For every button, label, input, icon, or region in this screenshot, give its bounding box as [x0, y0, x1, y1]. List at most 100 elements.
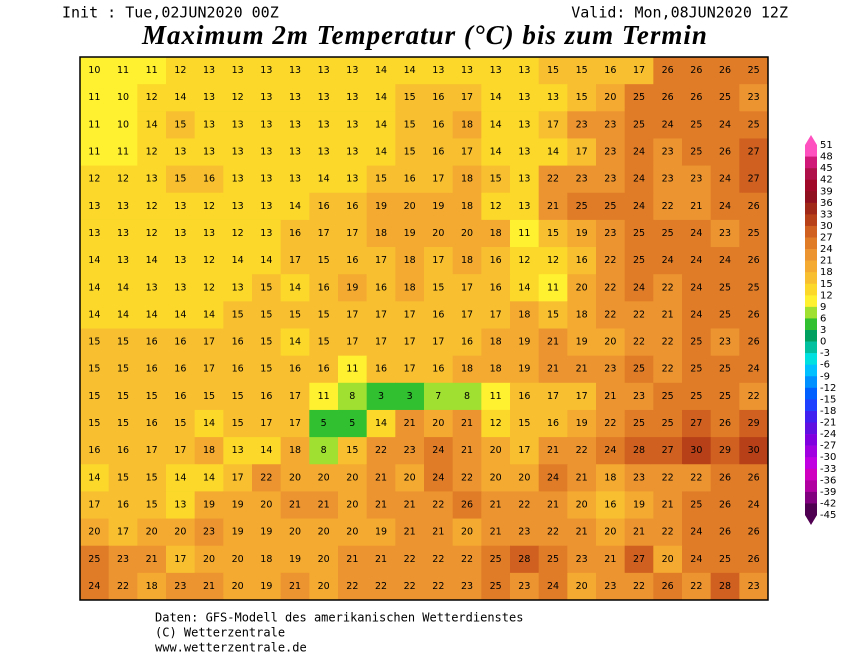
temperature-cell: [452, 219, 482, 248]
temperature-value: 17: [404, 337, 416, 348]
colorbar-segment: [805, 237, 817, 250]
temperature-cell: [624, 274, 654, 302]
temperature-value: 23: [604, 364, 616, 375]
colorbar-label: 18: [820, 267, 833, 278]
temperature-value: 19: [375, 527, 387, 538]
temperature-value: 21: [662, 499, 674, 510]
temperature-value: 12: [203, 282, 215, 293]
temperature-cell: [538, 355, 568, 384]
temperature-value: 15: [146, 391, 158, 402]
temperature-value: 21: [547, 337, 559, 348]
temperature-value: 15: [576, 92, 588, 103]
temperature-value: 25: [662, 228, 674, 239]
temperature-cell: [309, 545, 339, 574]
temperature-value: 21: [404, 527, 416, 538]
temperature-cell: [710, 57, 740, 85]
temperature-cell: [710, 355, 740, 384]
colorbar-label: -6: [820, 360, 830, 371]
temperature-value: 5: [321, 418, 327, 429]
temperature-cell: [739, 572, 769, 601]
temperature-cell: [223, 572, 253, 601]
temperature-value: 25: [662, 418, 674, 429]
temperature-value: 25: [662, 391, 674, 402]
temperature-value: 30: [690, 445, 702, 456]
temperature-cell: [510, 165, 540, 194]
temperature-cell: [80, 247, 110, 275]
temperature-cell: [194, 138, 224, 167]
temperature-cell: [194, 192, 224, 221]
temperature-cell: [624, 491, 654, 520]
temperature-value: 20: [289, 472, 301, 483]
temperature-cell: [710, 572, 740, 601]
temperature-cell: [710, 111, 740, 139]
temperature-value: 13: [203, 92, 215, 103]
temperature-cell: [452, 382, 482, 411]
temperature-cell: [653, 572, 683, 601]
temperature-cell: [596, 111, 626, 139]
temperature-cell: [108, 84, 138, 112]
temperature-cell: [338, 437, 368, 465]
temperature-value: 19: [260, 527, 272, 538]
temperature-cell: [424, 545, 454, 574]
temperature-value: 20: [604, 527, 616, 538]
temperature-cell: [452, 274, 482, 302]
temperature-cell: [624, 165, 654, 194]
temperature-value: 27: [662, 445, 674, 456]
temperature-value: 15: [260, 282, 272, 293]
temperature-cell: [223, 84, 253, 112]
temperature-value: 24: [432, 472, 444, 483]
temperature-cell: [538, 247, 568, 275]
colorbar-segment: [805, 202, 817, 215]
temperature-value: 13: [232, 201, 244, 212]
temperature-value: 17: [576, 391, 588, 402]
colorbar-segment: [805, 353, 817, 365]
temperature-value: 17: [432, 174, 444, 185]
temperature-value: 24: [719, 174, 731, 185]
temperature-cell: [366, 437, 396, 465]
temperature-cell: [252, 382, 282, 411]
temperature-value: 23: [174, 581, 186, 592]
temperature-value: 20: [318, 527, 330, 538]
colorbar-label: 21: [820, 256, 833, 267]
temperature-cell: [653, 464, 683, 492]
temperature-cell: [682, 518, 712, 547]
temperature-cell: [108, 165, 138, 194]
temperature-value: 16: [490, 255, 502, 266]
temperature-cell: [452, 464, 482, 492]
temperature-value: 22: [604, 418, 616, 429]
temperature-cell: [452, 518, 482, 547]
temperature-value: 10: [117, 92, 129, 103]
temperature-value: 10: [88, 65, 100, 76]
temperature-cell: [137, 274, 167, 302]
temperature-cell: [510, 111, 540, 139]
temperature-value: 16: [146, 418, 158, 429]
temperature-cell: [653, 274, 683, 302]
temperature-cell: [366, 328, 396, 357]
colorbar-label: -21: [820, 418, 836, 429]
temperature-value: 26: [662, 65, 674, 76]
temperature-cell: [481, 84, 511, 112]
temperature-cell: [80, 409, 110, 438]
colorbar-segment: [805, 410, 817, 423]
temperature-value: 15: [117, 391, 129, 402]
temperature-value: 16: [375, 282, 387, 293]
temperature-cell: [194, 382, 224, 411]
temperature-cell: [108, 545, 138, 574]
temperature-value: 18: [404, 255, 416, 266]
temperature-value: 25: [633, 255, 645, 266]
temperature-cell: [624, 192, 654, 221]
temperature-value: 15: [88, 364, 100, 375]
colorbar-label: 36: [820, 198, 833, 209]
temperature-value: 17: [88, 499, 100, 510]
temperature-cell: [309, 437, 339, 465]
temperature-value: 23: [719, 228, 731, 239]
temperature-cell: [166, 464, 196, 492]
temperature-value: 13: [260, 65, 272, 76]
temperature-value: 11: [146, 65, 158, 76]
temperature-cell: [739, 464, 769, 492]
temperature-value: 25: [88, 554, 100, 565]
temperature-value: 22: [518, 499, 530, 510]
temperature-cell: [739, 219, 769, 248]
temperature-cell: [452, 165, 482, 194]
temperature-cell: [166, 355, 196, 384]
